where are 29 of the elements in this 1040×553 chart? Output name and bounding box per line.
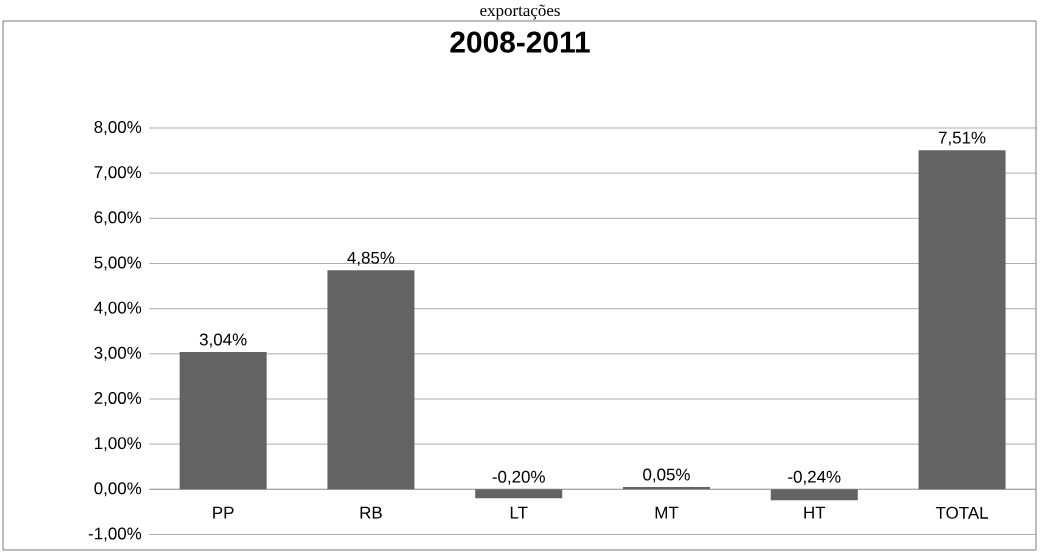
x-tick-label: HT bbox=[804, 506, 826, 519]
y-tick-label: 7,00% bbox=[94, 166, 142, 181]
bar bbox=[918, 150, 1006, 490]
x-tick-label: MT bbox=[655, 506, 679, 519]
data-label: 7,51% bbox=[938, 131, 986, 146]
y-tick-label: 2,00% bbox=[94, 391, 142, 406]
data-label: 0,05% bbox=[643, 468, 690, 483]
y-tick-label: -1,00% bbox=[88, 527, 142, 542]
x-tick-label: TOTAL bbox=[935, 506, 989, 519]
data-label: 4,85% bbox=[347, 251, 395, 266]
y-tick-label: 4,00% bbox=[94, 301, 142, 316]
y-tick-label: 5,00% bbox=[94, 256, 142, 271]
data-label: 3,04% bbox=[199, 333, 247, 348]
bar bbox=[179, 352, 267, 490]
bar bbox=[770, 489, 858, 501]
y-tick-label: 3,00% bbox=[94, 346, 142, 361]
x-tick-label: RB bbox=[360, 506, 382, 519]
y-tick-label: 0,00% bbox=[94, 482, 142, 497]
bar bbox=[475, 489, 563, 499]
data-label: -0,20% bbox=[492, 470, 545, 485]
y-tick-label: 1,00% bbox=[95, 437, 142, 452]
chart-title: 2008-2011 bbox=[450, 31, 590, 53]
bar bbox=[327, 270, 415, 490]
data-label: -0,24% bbox=[788, 470, 841, 485]
x-tick-label: PP bbox=[213, 506, 234, 519]
text: exportações bbox=[480, 4, 560, 20]
y-tick-label: 6,00% bbox=[94, 211, 142, 226]
x-tick-label: LT bbox=[510, 506, 528, 519]
y-tick-label: 8,00% bbox=[94, 121, 142, 135]
